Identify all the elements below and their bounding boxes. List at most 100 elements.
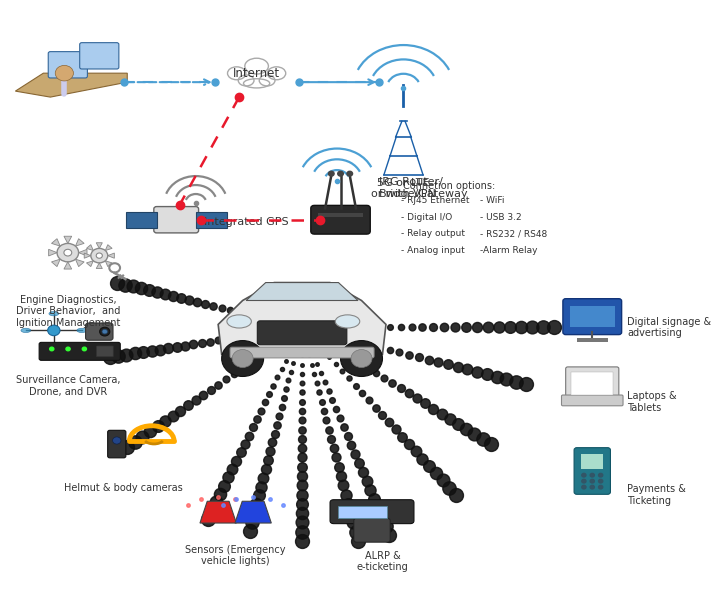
Polygon shape xyxy=(64,236,72,243)
Ellipse shape xyxy=(21,328,31,332)
Circle shape xyxy=(329,171,334,176)
Text: - Digital I/O: - Digital I/O xyxy=(401,213,453,222)
Circle shape xyxy=(590,474,595,477)
FancyBboxPatch shape xyxy=(571,372,614,395)
Circle shape xyxy=(49,347,54,351)
Circle shape xyxy=(232,350,253,367)
Ellipse shape xyxy=(260,75,275,86)
Text: Internet: Internet xyxy=(233,67,280,81)
Circle shape xyxy=(582,480,586,483)
Polygon shape xyxy=(235,501,271,523)
FancyBboxPatch shape xyxy=(563,299,622,335)
Circle shape xyxy=(91,248,108,263)
Ellipse shape xyxy=(244,79,270,88)
Circle shape xyxy=(102,329,108,334)
Text: - USB 3.2: - USB 3.2 xyxy=(481,213,522,222)
Circle shape xyxy=(96,253,103,258)
Circle shape xyxy=(55,66,73,81)
Text: Digital signage &
advertising: Digital signage & advertising xyxy=(627,317,711,338)
Circle shape xyxy=(347,171,353,176)
Polygon shape xyxy=(84,253,91,258)
Text: Connetion options:: Connetion options: xyxy=(403,181,496,191)
Polygon shape xyxy=(15,73,127,97)
Circle shape xyxy=(100,328,110,336)
FancyBboxPatch shape xyxy=(330,499,414,523)
Ellipse shape xyxy=(238,75,254,86)
FancyBboxPatch shape xyxy=(577,338,608,343)
FancyBboxPatch shape xyxy=(39,343,120,361)
Polygon shape xyxy=(52,259,60,267)
FancyBboxPatch shape xyxy=(108,430,126,458)
Circle shape xyxy=(590,486,595,489)
Polygon shape xyxy=(76,239,84,246)
Circle shape xyxy=(582,474,586,477)
Text: -Alarm Relay: -Alarm Relay xyxy=(481,246,538,255)
Polygon shape xyxy=(200,501,236,523)
Ellipse shape xyxy=(49,345,59,349)
Circle shape xyxy=(64,249,72,256)
Circle shape xyxy=(590,480,595,483)
Text: - Analog input: - Analog input xyxy=(401,246,465,255)
Polygon shape xyxy=(49,249,57,256)
Text: Helmut & body cameras: Helmut & body cameras xyxy=(65,483,183,493)
Polygon shape xyxy=(79,249,87,256)
Polygon shape xyxy=(96,263,103,269)
Circle shape xyxy=(82,347,87,351)
Ellipse shape xyxy=(77,328,87,332)
FancyBboxPatch shape xyxy=(570,306,614,328)
Polygon shape xyxy=(87,261,93,267)
Ellipse shape xyxy=(335,315,360,328)
Text: - Relay output: - Relay output xyxy=(401,230,465,239)
Polygon shape xyxy=(218,282,386,355)
Text: Surveillance Camera,
Drone, and DVR: Surveillance Camera, Drone, and DVR xyxy=(15,375,120,397)
Text: - WiFi: - WiFi xyxy=(481,196,505,205)
Text: IRG Router/
Bridge/Gateway: IRG Router/ Bridge/Gateway xyxy=(379,177,469,199)
FancyBboxPatch shape xyxy=(311,206,370,234)
FancyBboxPatch shape xyxy=(566,367,619,399)
Text: Sensors (Emergency
vehicle lights): Sensors (Emergency vehicle lights) xyxy=(185,545,286,566)
Polygon shape xyxy=(96,243,103,248)
Circle shape xyxy=(48,325,60,336)
Circle shape xyxy=(338,171,343,176)
Circle shape xyxy=(66,347,70,351)
Circle shape xyxy=(598,480,603,483)
Ellipse shape xyxy=(49,311,59,316)
FancyBboxPatch shape xyxy=(257,321,347,345)
Circle shape xyxy=(598,486,603,489)
Text: Payments &
Ticketing: Payments & Ticketing xyxy=(627,484,686,505)
Polygon shape xyxy=(108,253,114,258)
FancyBboxPatch shape xyxy=(97,346,113,357)
Ellipse shape xyxy=(268,67,286,80)
Circle shape xyxy=(222,341,264,376)
Polygon shape xyxy=(64,262,72,269)
Circle shape xyxy=(340,341,382,376)
Circle shape xyxy=(582,486,586,489)
Text: - RJ45 Ethernet: - RJ45 Ethernet xyxy=(401,196,470,205)
Text: - RS232 / RS48: - RS232 / RS48 xyxy=(481,230,547,239)
Polygon shape xyxy=(52,239,60,246)
FancyBboxPatch shape xyxy=(126,212,156,228)
Ellipse shape xyxy=(245,58,268,74)
Polygon shape xyxy=(76,259,84,267)
FancyBboxPatch shape xyxy=(574,448,611,495)
FancyBboxPatch shape xyxy=(154,207,198,233)
Text: Laptops &
Tablets: Laptops & Tablets xyxy=(627,391,677,413)
Circle shape xyxy=(351,350,372,367)
FancyBboxPatch shape xyxy=(581,454,603,469)
Ellipse shape xyxy=(227,315,252,328)
Polygon shape xyxy=(87,245,93,251)
FancyBboxPatch shape xyxy=(48,52,87,78)
Text: Integrated GPS: Integrated GPS xyxy=(204,216,289,227)
FancyBboxPatch shape xyxy=(339,506,387,518)
Ellipse shape xyxy=(228,67,246,80)
Text: ALRP &
e-ticketing: ALRP & e-ticketing xyxy=(357,551,409,572)
Text: Engine Diagnostics,
Driver Behavior,  and
Ignition Management: Engine Diagnostics, Driver Behavior, and… xyxy=(16,294,120,328)
Circle shape xyxy=(57,243,79,262)
FancyBboxPatch shape xyxy=(230,347,374,358)
FancyBboxPatch shape xyxy=(80,43,119,69)
Polygon shape xyxy=(105,245,112,251)
Circle shape xyxy=(598,474,603,477)
FancyBboxPatch shape xyxy=(196,212,227,228)
Circle shape xyxy=(113,437,121,444)
FancyBboxPatch shape xyxy=(561,395,623,406)
